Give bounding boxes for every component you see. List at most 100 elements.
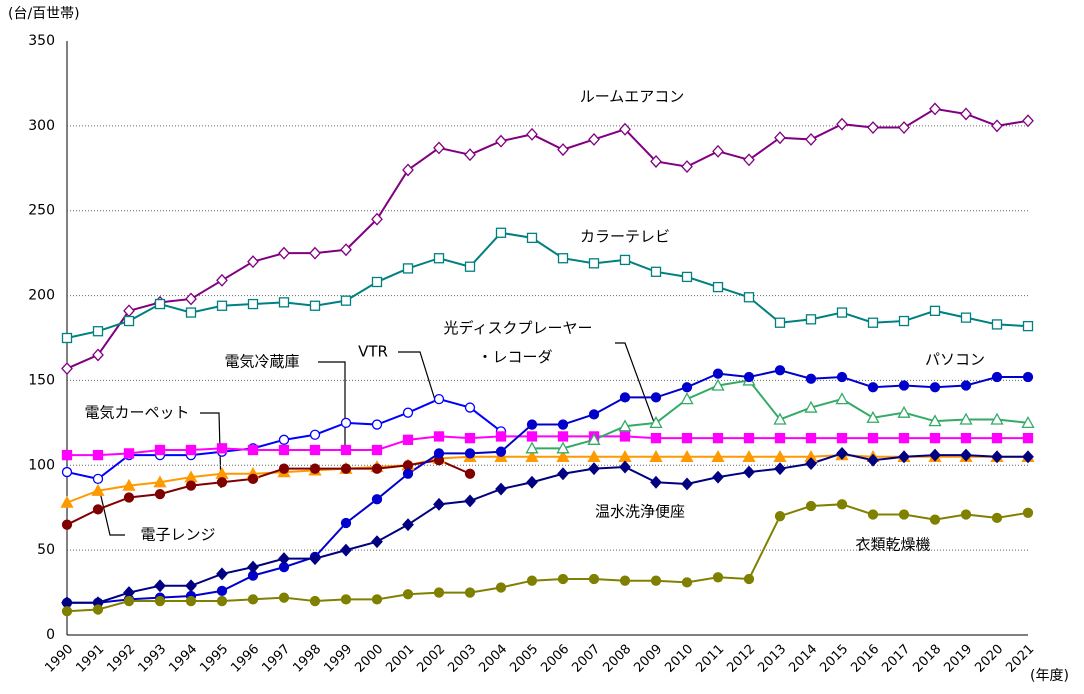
- series-label-line: ・レコーダ: [477, 348, 552, 366]
- marker: [960, 509, 972, 520]
- marker: [91, 483, 105, 496]
- series-label: パソコン: [925, 351, 985, 369]
- marker: [712, 470, 724, 484]
- marker: [681, 577, 693, 588]
- marker: [123, 448, 135, 459]
- y-tick-label: 350: [28, 33, 55, 49]
- marker: [464, 468, 476, 479]
- marker: [929, 514, 941, 525]
- marker: [278, 463, 290, 474]
- marker: [712, 368, 724, 379]
- marker: [61, 606, 73, 617]
- y-tick-label: 50: [37, 542, 55, 558]
- marker: [526, 232, 538, 244]
- marker: [185, 579, 197, 593]
- marker: [61, 519, 73, 530]
- x-tick-label: 2003: [445, 642, 479, 676]
- marker: [153, 475, 167, 488]
- marker: [712, 572, 724, 583]
- y-unit-label: (台/百世帯): [8, 6, 80, 22]
- x-tick-label: 1994: [166, 642, 200, 676]
- marker: [464, 587, 476, 598]
- marker: [92, 604, 104, 615]
- marker: [185, 480, 197, 491]
- marker: [61, 332, 73, 344]
- marker: [278, 444, 290, 456]
- marker: [340, 517, 352, 529]
- marker: [495, 431, 507, 442]
- marker: [556, 449, 570, 462]
- marker: [805, 432, 817, 444]
- marker: [835, 392, 849, 405]
- marker: [774, 432, 786, 444]
- marker: [774, 462, 786, 476]
- marker: [433, 393, 445, 405]
- marker: [960, 380, 972, 391]
- leader-line: [398, 351, 436, 401]
- x-tick-label: 2010: [662, 642, 696, 676]
- marker: [92, 504, 104, 515]
- marker: [526, 419, 538, 430]
- x-tick-label: 2018: [910, 642, 944, 676]
- series-line: [66, 503, 1029, 613]
- marker: [960, 312, 972, 323]
- marker: [619, 392, 631, 403]
- x-tick-label: 1998: [290, 642, 324, 676]
- marker: [278, 246, 290, 260]
- x-tick-label: 2019: [941, 642, 975, 676]
- marker: [464, 432, 476, 444]
- marker: [619, 254, 631, 266]
- x-tick-label: 2009: [631, 642, 665, 676]
- marker: [154, 298, 166, 310]
- marker: [525, 449, 539, 462]
- marker: [991, 119, 1003, 133]
- marker: [402, 589, 414, 600]
- marker: [464, 261, 476, 272]
- marker: [743, 153, 755, 167]
- marker: [340, 295, 352, 306]
- marker: [154, 444, 166, 456]
- marker: [402, 460, 414, 471]
- marker: [619, 122, 631, 136]
- marker: [681, 271, 693, 283]
- marker: [836, 432, 848, 444]
- series-line: [67, 369, 1028, 604]
- x-tick-label: 1997: [259, 642, 293, 676]
- marker: [278, 297, 290, 308]
- marker: [805, 373, 817, 384]
- series-line: [66, 459, 471, 526]
- marker: [898, 450, 910, 464]
- marker: [898, 380, 910, 391]
- marker: [433, 431, 445, 442]
- series-line: [67, 435, 1028, 457]
- marker: [526, 127, 538, 141]
- marker: [805, 500, 817, 512]
- marker: [309, 246, 321, 260]
- series-label: ルームエアコン: [580, 88, 685, 106]
- marker: [743, 371, 755, 383]
- marker: [495, 446, 507, 457]
- marker: [773, 412, 787, 425]
- x-tick-label: 1995: [197, 642, 231, 676]
- x-tick-label: 2004: [476, 642, 510, 676]
- marker: [216, 595, 228, 607]
- marker: [123, 492, 135, 503]
- y-tick-label: 100: [28, 457, 55, 473]
- marker: [247, 255, 259, 269]
- x-tick-label: 2020: [972, 642, 1006, 676]
- marker: [216, 273, 228, 287]
- marker: [898, 509, 910, 520]
- marker: [371, 494, 383, 505]
- x-tick-label: 2006: [538, 642, 572, 676]
- marker: [216, 477, 228, 488]
- marker: [804, 400, 818, 413]
- marker: [1022, 507, 1034, 518]
- series-label: 光ディスクプレーヤー・レコーダ: [444, 319, 593, 366]
- x-tick-label: 2008: [600, 642, 634, 676]
- marker: [867, 432, 879, 444]
- marker: [309, 552, 321, 566]
- marker: [340, 444, 352, 456]
- marker: [402, 434, 414, 445]
- x-tick-label: 2000: [352, 642, 386, 676]
- marker: [867, 317, 879, 328]
